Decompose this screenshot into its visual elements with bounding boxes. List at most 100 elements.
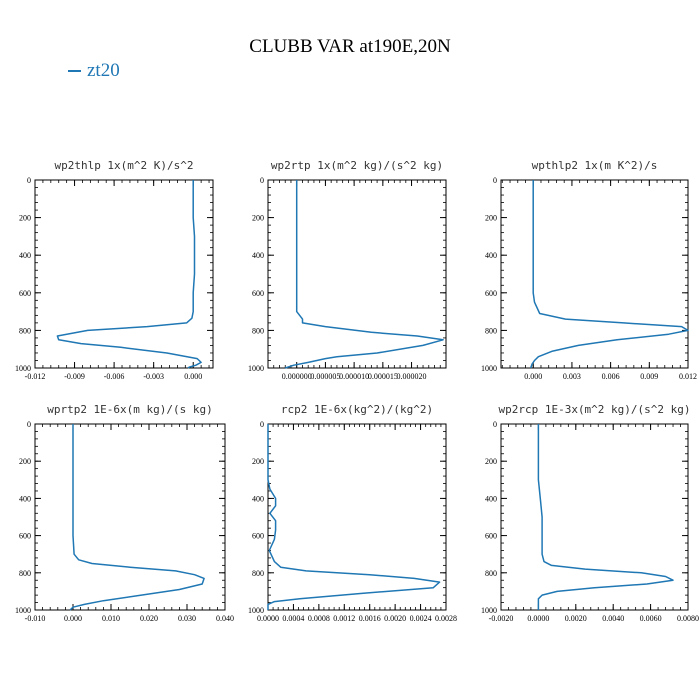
series-line-zt20 xyxy=(537,424,674,610)
x-tick-label: 0.006 xyxy=(602,372,620,381)
x-tick-label: -0.0020 xyxy=(489,614,514,623)
x-tick-label: -0.009 xyxy=(64,372,85,381)
x-tick-label: 0.000015 xyxy=(368,372,398,381)
x-tick-label: 0.0000 xyxy=(257,614,279,623)
y-tick-label: 800 xyxy=(485,326,497,335)
x-tick-label: 0.000010 xyxy=(339,372,369,381)
chart-title: wprtp2 1E-6x(m kg)/(s kg) xyxy=(47,403,213,416)
plot-frame xyxy=(34,179,214,369)
chart-panel-6: wp2rcp 1E-3x(m^2 kg)/(s^2 kg)0 200 400 600 8… xyxy=(481,403,699,623)
chart-title: wp2rtp 1x(m^2 kg)/(s^2 kg) xyxy=(271,159,443,172)
x-tick-label: 0.0080 xyxy=(677,614,699,623)
y-tick-label: 800 xyxy=(19,569,31,578)
y-tick-label: 600 xyxy=(485,532,497,541)
y-tick-label: 600 xyxy=(485,289,497,298)
x-tick-label: 0.020 xyxy=(140,614,158,623)
chart-panel-3: wpthlp2 1x(m K^2)/s 0 200 400 600 800 1000 0.00… xyxy=(481,159,697,381)
series-line-zt20 xyxy=(69,424,205,611)
x-tick-label: 0.0028 xyxy=(435,614,457,623)
x-tick-label: 0.040 xyxy=(216,614,234,623)
y-tick-label: 200 xyxy=(485,457,497,466)
x-tick-label: 0.0020 xyxy=(384,614,406,623)
y-tick-label: 0 xyxy=(27,420,31,429)
x-tick-label: 0.000020 xyxy=(397,372,427,381)
y-tick-label: 1000 xyxy=(481,606,497,615)
x-tick-label: -0.006 xyxy=(104,372,125,381)
legend: zt20 xyxy=(68,60,120,82)
chart-title: rcp2 1E-6x(kg^2)/(kg^2) xyxy=(281,403,433,416)
figure-title: CLUBB VAR at190E,20N xyxy=(249,36,451,57)
y-tick-label: 200 xyxy=(252,457,264,466)
plot-frame xyxy=(500,179,689,369)
legend-line-swatch xyxy=(68,70,81,72)
y-tick-label: 200 xyxy=(19,214,31,223)
series-line-zt20 xyxy=(56,180,202,369)
x-tick-label: -0.010 xyxy=(25,614,46,623)
chart-panel-5: rcp2 1E-6x(kg^2)/(kg^2) 0 200 400 600 800 1000… xyxy=(248,403,457,623)
y-tick-label: 400 xyxy=(19,251,31,260)
chart-title: wpthlp2 1x(m K^2)/s xyxy=(532,159,658,172)
chart-panel-2: wp2rtp 1x(m^2 kg)/(s^2 kg) 0 200 400 600 800 1… xyxy=(248,159,447,381)
plot-frame xyxy=(267,423,447,611)
x-tick-label: 0.0020 xyxy=(565,614,587,623)
y-tick-label: 600 xyxy=(19,532,31,541)
y-tick-label: 200 xyxy=(19,457,31,466)
y-tick-label: 0 xyxy=(27,176,31,185)
x-tick-label: 0.0012 xyxy=(333,614,355,623)
x-tick-label: 0.010 xyxy=(102,614,120,623)
x-tick-label: 0.009 xyxy=(640,372,658,381)
x-tick-label: 0.000 xyxy=(184,372,202,381)
chart-title: wp2rcp 1E-3x(m^2 kg)/(s^2 kg) xyxy=(498,403,690,416)
x-tick-label: 0.030 xyxy=(178,614,196,623)
y-tick-label: 1000 xyxy=(15,364,31,373)
x-tick-label: 0.0004 xyxy=(282,614,304,623)
y-tick-label: 600 xyxy=(19,289,31,298)
x-tick-label: 0.0040 xyxy=(602,614,624,623)
y-tick-label: 400 xyxy=(252,251,264,260)
x-tick-label: 0.0016 xyxy=(359,614,381,623)
plot-frame xyxy=(34,423,226,611)
x-tick-label: -0.003 xyxy=(143,372,164,381)
x-tick-label: 0.000 xyxy=(524,372,542,381)
y-tick-label: 0 xyxy=(493,420,497,429)
x-tick-label: 0.0060 xyxy=(640,614,662,623)
y-tick-label: 400 xyxy=(252,494,264,503)
series-line-zt20 xyxy=(529,180,689,369)
y-tick-label: 600 xyxy=(252,289,264,298)
chart-panel-1: wp2thlp 1x(m^2 K)/s^202004006008001000-0… xyxy=(15,159,214,381)
y-tick-label: 0 xyxy=(260,176,264,185)
series-line-zt20 xyxy=(284,180,444,369)
y-tick-label: 800 xyxy=(252,326,264,335)
y-tick-label: 200 xyxy=(485,214,497,223)
x-tick-label: 0.000 xyxy=(64,614,82,623)
y-tick-label: 1000 xyxy=(481,364,497,373)
y-tick-label: 0 xyxy=(260,420,264,429)
y-tick-label: 1000 xyxy=(248,606,264,615)
x-tick-label: 0.0024 xyxy=(410,614,432,623)
y-tick-label: 1000 xyxy=(15,606,31,615)
chart-panel-4: wprtp2 1E-6x(m kg)/(s kg) 0 200 400 600 800 10… xyxy=(15,403,234,623)
y-tick-label: 800 xyxy=(252,569,264,578)
y-tick-label: 200 xyxy=(252,214,264,223)
x-tick-label: 0.012 xyxy=(679,372,697,381)
chart-title: wp2thlp 1x(m^2 K)/s^2 xyxy=(54,159,193,172)
x-tick-label: 0.0000 xyxy=(527,614,549,623)
y-tick-label: 0 xyxy=(493,176,497,185)
legend-label: zt20 xyxy=(87,60,120,81)
x-tick-label: 0.0008 xyxy=(308,614,330,623)
x-tick-label: 0.000000 xyxy=(282,372,312,381)
y-tick-label: 1000 xyxy=(248,364,264,373)
plot-frame xyxy=(267,179,447,369)
y-tick-label: 400 xyxy=(19,494,31,503)
y-tick-label: 600 xyxy=(252,532,264,541)
y-tick-label: 800 xyxy=(19,326,31,335)
y-tick-label: 800 xyxy=(485,569,497,578)
series-line-zt20 xyxy=(267,424,441,610)
x-tick-label: 0.000005 xyxy=(310,372,340,381)
x-tick-label: -0.012 xyxy=(25,372,46,381)
plot-frame xyxy=(500,423,689,611)
y-tick-label: 400 xyxy=(485,494,497,503)
x-tick-label: 0.003 xyxy=(563,372,581,381)
